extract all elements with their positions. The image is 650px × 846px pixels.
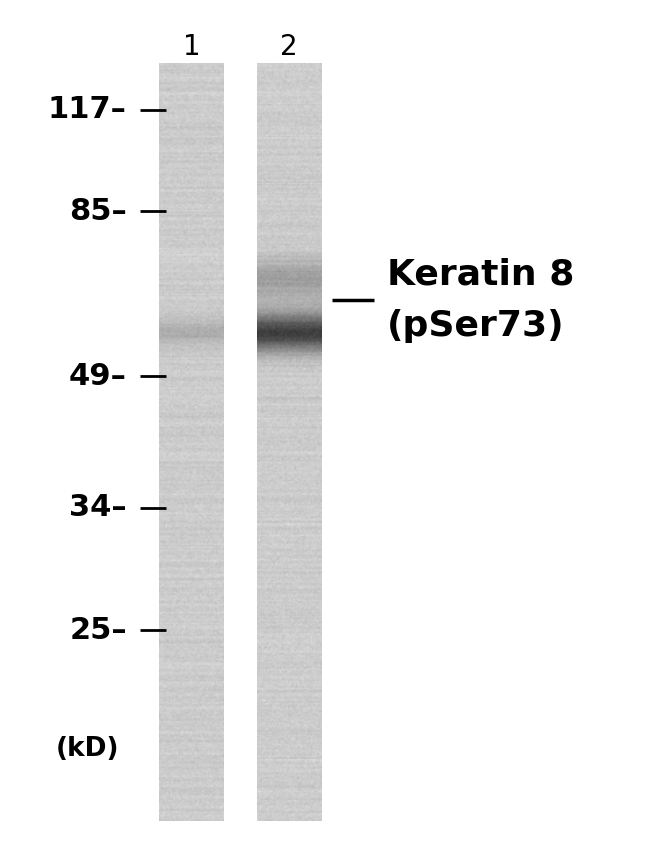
Text: (pSer73): (pSer73)	[387, 309, 564, 343]
Text: 1: 1	[183, 32, 201, 61]
Text: 25–: 25–	[69, 616, 127, 645]
Text: 85–: 85–	[69, 197, 127, 226]
Text: (kD): (kD)	[56, 736, 120, 761]
Text: Keratin 8: Keratin 8	[387, 258, 574, 292]
Text: 49–: 49–	[69, 362, 127, 391]
Text: 2: 2	[280, 32, 298, 61]
Text: 117–: 117–	[48, 96, 127, 124]
Text: 34–: 34–	[69, 493, 127, 522]
